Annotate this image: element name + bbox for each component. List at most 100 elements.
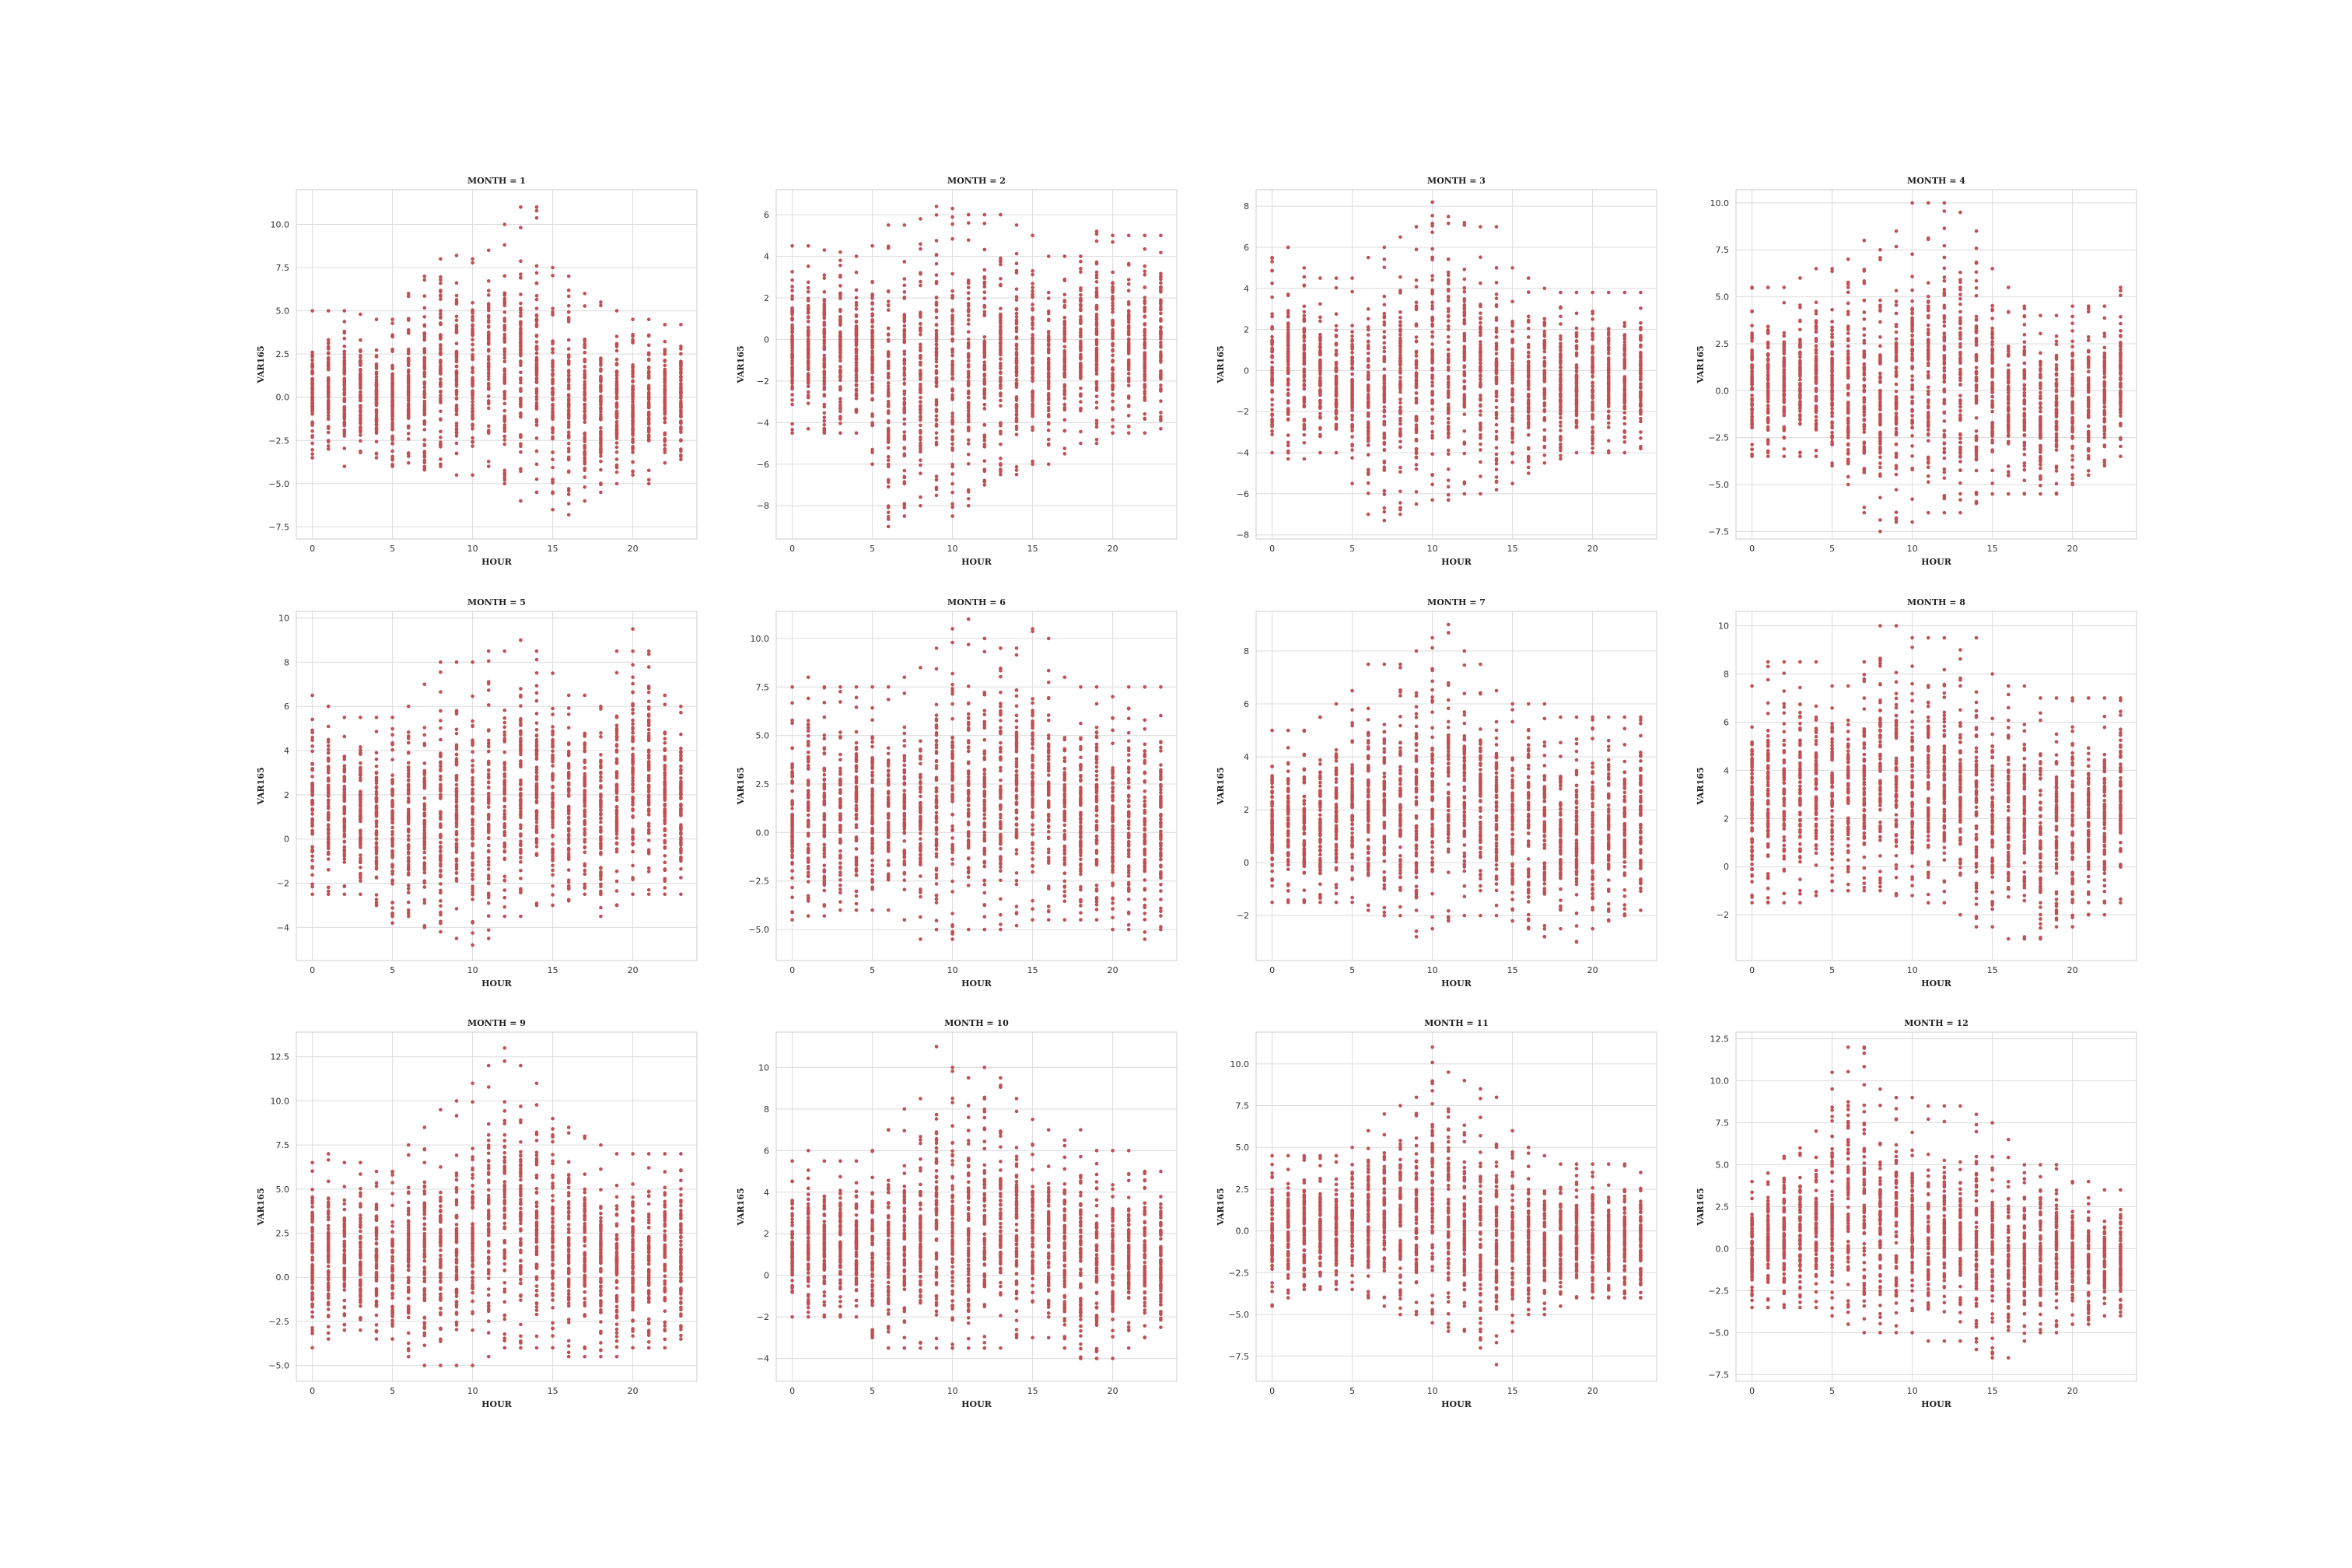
data-point (1094, 382, 1099, 387)
data-point (583, 431, 587, 436)
data-point (1462, 492, 1467, 496)
data-point (1159, 369, 1163, 373)
data-point (870, 414, 874, 418)
data-point (1510, 399, 1514, 404)
data-point (1462, 345, 1467, 349)
y-tick-label: 4 (764, 252, 769, 262)
data-point (599, 386, 603, 390)
data-point (1479, 460, 1482, 464)
data-point (1430, 359, 1434, 363)
data-point (1479, 428, 1482, 432)
data-point (902, 373, 907, 377)
data-point (1526, 318, 1531, 323)
data-point (919, 279, 922, 284)
data-point (1494, 335, 1499, 339)
data-point (1398, 401, 1402, 405)
data-point (919, 423, 922, 428)
data-point (486, 308, 491, 313)
data-point (1398, 501, 1402, 505)
data-point (486, 382, 491, 387)
data-point (390, 449, 394, 453)
data-point (439, 377, 443, 381)
data-point (999, 398, 1003, 403)
y-tick-label: −8 (757, 501, 769, 511)
data-point (1559, 366, 1563, 369)
data-point (822, 356, 827, 360)
data-point (1494, 369, 1499, 374)
data-point (631, 437, 635, 441)
data-point (583, 350, 587, 355)
data-point (806, 401, 810, 405)
data-point (1079, 376, 1083, 380)
data-point (934, 380, 939, 384)
data-point (1014, 418, 1019, 422)
data-point (886, 440, 891, 444)
data-point (822, 332, 827, 337)
data-point (502, 332, 507, 337)
data-point (599, 440, 603, 445)
data-point (822, 378, 827, 383)
data-point (1111, 322, 1115, 327)
data-point (1446, 376, 1451, 381)
data-point (790, 352, 794, 356)
scatter-points (790, 205, 1163, 529)
data-point (966, 285, 971, 289)
data-point (1398, 323, 1402, 327)
data-point (1286, 309, 1290, 313)
data-point (406, 394, 411, 397)
data-point (1159, 343, 1163, 348)
data-point (1014, 396, 1019, 401)
data-point (1591, 334, 1594, 338)
data-point (1494, 381, 1499, 386)
data-point (1398, 344, 1402, 348)
data-point (1334, 312, 1339, 317)
data-point (1398, 432, 1402, 437)
data-point (854, 327, 859, 331)
data-point (631, 341, 635, 345)
data-point (886, 409, 891, 413)
data-point (966, 281, 971, 285)
data-point (1542, 391, 1547, 395)
data-point (646, 422, 651, 426)
data-point (950, 271, 954, 276)
data-point (902, 333, 907, 338)
data-point (790, 398, 794, 402)
data-point (359, 338, 362, 342)
data-point (1014, 359, 1019, 363)
data-point (1479, 320, 1482, 325)
data-point (646, 387, 651, 392)
data-point (1494, 330, 1499, 334)
data-point (519, 402, 523, 407)
data-point (950, 339, 954, 343)
data-point (870, 312, 874, 316)
data-point (1046, 342, 1051, 347)
data-point (1094, 366, 1099, 370)
data-point (1094, 394, 1099, 398)
data-point (1446, 348, 1451, 352)
data-point (326, 359, 331, 364)
data-point (486, 349, 491, 353)
data-point (870, 382, 874, 386)
data-point (342, 446, 347, 450)
data-point (471, 410, 474, 414)
x-tick-label: 0 (310, 544, 315, 554)
data-point (790, 307, 794, 311)
data-point (1062, 446, 1067, 450)
data-point (822, 415, 827, 419)
data-point (1286, 325, 1290, 330)
data-point (454, 369, 459, 373)
data-point (1398, 422, 1402, 426)
data-point (1302, 313, 1307, 318)
data-point (551, 350, 555, 355)
data-point (1479, 404, 1482, 408)
data-point (806, 384, 810, 389)
data-point (471, 415, 474, 420)
data-point (950, 514, 954, 518)
data-point (502, 442, 507, 446)
data-point (822, 298, 827, 302)
data-point (326, 413, 331, 418)
data-point (870, 377, 874, 382)
data-point (1494, 376, 1499, 380)
data-point (966, 355, 971, 359)
data-point (870, 388, 874, 393)
